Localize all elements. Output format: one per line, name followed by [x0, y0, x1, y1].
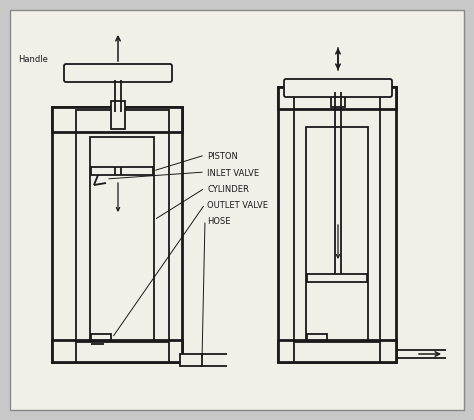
Bar	[180, 354, 202, 366]
Bar	[52, 107, 182, 132]
Text: PISTON: PISTON	[207, 152, 238, 161]
Bar	[278, 340, 396, 362]
Bar	[76, 110, 169, 132]
Bar	[331, 81, 345, 107]
Bar	[76, 117, 169, 344]
Text: OUTLET VALVE: OUTLET VALVE	[207, 201, 268, 210]
Bar	[91, 167, 153, 175]
FancyBboxPatch shape	[284, 79, 392, 97]
Bar	[294, 342, 380, 362]
Bar	[278, 87, 396, 109]
Bar	[306, 127, 368, 344]
Bar	[294, 107, 380, 344]
Bar	[91, 334, 111, 340]
Bar	[52, 340, 182, 362]
FancyBboxPatch shape	[64, 64, 172, 82]
Bar	[278, 87, 396, 362]
Text: CYLINDER: CYLINDER	[207, 185, 249, 194]
Bar	[111, 101, 125, 129]
Bar	[307, 274, 367, 282]
Text: HOSE: HOSE	[207, 217, 230, 226]
Bar	[76, 342, 169, 362]
Text: INLET VALVE: INLET VALVE	[207, 169, 259, 178]
Bar	[294, 89, 380, 109]
Bar	[90, 137, 154, 344]
Text: Handle: Handle	[18, 55, 48, 64]
Bar	[52, 107, 182, 362]
Bar	[307, 334, 327, 340]
